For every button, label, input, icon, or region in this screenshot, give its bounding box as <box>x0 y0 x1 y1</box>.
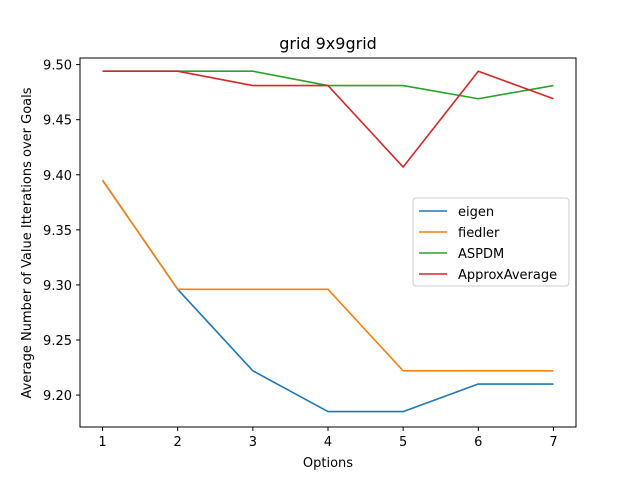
x-axis-label: Options <box>303 456 353 471</box>
legend: eigen fiedler ASPDM ApproxAverage <box>412 197 570 287</box>
legend-label-fiedler: fiedler <box>458 226 500 241</box>
chart-title: grid 9x9grid <box>279 34 377 53</box>
legend-label-approxaverage: ApproxAverage <box>458 268 557 283</box>
legend-box <box>412 197 570 287</box>
y-tick-label: 9.30 <box>43 279 72 294</box>
series-lines <box>101 70 554 413</box>
y-tick-label: 9.50 <box>43 59 72 74</box>
y-axis-label: Average Number of Value Itterations over… <box>20 87 35 398</box>
y-tick-label: 9.35 <box>43 224 72 239</box>
y-axis: 9.20 9.25 9.30 9.35 9.40 9.45 9.50 <box>43 59 80 404</box>
x-tick-label: 2 <box>174 435 182 450</box>
series-line-fiedler <box>101 179 554 372</box>
legend-label-eigen: eigen <box>458 205 494 220</box>
x-tick-label: 7 <box>549 435 557 450</box>
y-tick-label: 9.20 <box>43 389 72 404</box>
x-tick-label: 6 <box>474 435 482 450</box>
legend-label-aspdm: ASPDM <box>458 247 504 262</box>
x-axis: 1 2 3 4 5 6 7 <box>98 427 558 450</box>
y-tick-label: 9.45 <box>43 114 72 129</box>
y-tick-label: 9.40 <box>43 169 72 184</box>
x-tick-label: 1 <box>98 435 106 450</box>
y-tick-label: 9.25 <box>43 334 72 349</box>
x-tick-label: 4 <box>324 435 332 450</box>
x-tick-label: 3 <box>249 435 257 450</box>
x-tick-label: 5 <box>399 435 407 450</box>
series-line-approxaverage <box>102 70 554 168</box>
